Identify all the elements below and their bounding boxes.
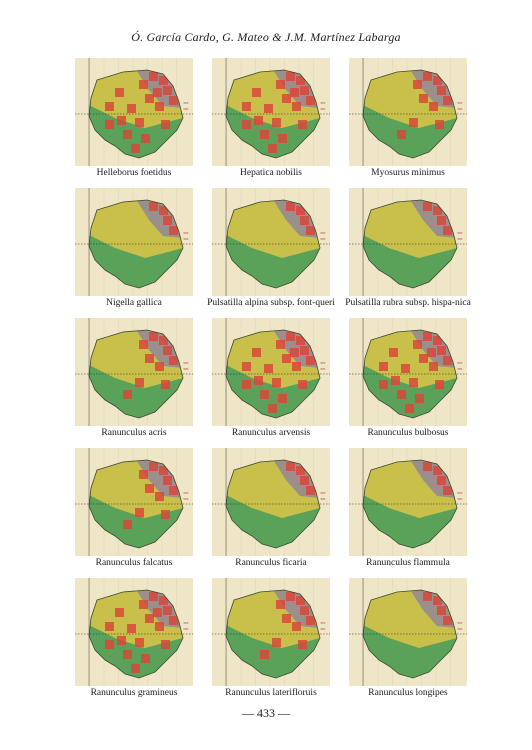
- map-caption: Hepatica nobilis: [240, 168, 302, 178]
- map-caption: Ranunculus flammula: [366, 558, 450, 568]
- distribution-map: 30T 30S: [75, 578, 193, 686]
- svg-text:30S: 30S: [320, 627, 326, 631]
- svg-text:30S: 30S: [183, 107, 189, 111]
- distribution-map: 30T 30S: [349, 58, 467, 166]
- distribution-map: 30T 30S: [75, 318, 193, 426]
- distribution-map: 30T 30S: [349, 578, 467, 686]
- svg-text:30T: 30T: [457, 361, 464, 365]
- map-caption: Myosurus minimus: [371, 168, 445, 178]
- distribution-map: 30T 30S: [212, 578, 330, 686]
- svg-text:30S: 30S: [320, 237, 326, 241]
- svg-text:30S: 30S: [457, 107, 463, 111]
- map-caption: Nigella gallica: [106, 298, 162, 308]
- svg-text:30T: 30T: [183, 621, 190, 625]
- svg-text:30S: 30S: [457, 627, 463, 631]
- map-caption: Ranunculus ficaria: [235, 558, 307, 568]
- svg-text:30S: 30S: [183, 627, 189, 631]
- svg-text:30T: 30T: [320, 621, 327, 625]
- svg-text:30S: 30S: [457, 497, 463, 501]
- svg-text:30T: 30T: [457, 621, 464, 625]
- distribution-map: 30T 30S: [75, 58, 193, 166]
- svg-text:30T: 30T: [320, 491, 327, 495]
- map-caption: Ranunculus gramineus: [90, 688, 178, 698]
- svg-text:30T: 30T: [183, 361, 190, 365]
- map-caption: Ranunculus acris: [101, 428, 167, 438]
- svg-text:30S: 30S: [320, 497, 326, 501]
- svg-text:30T: 30T: [457, 101, 464, 105]
- svg-text:30S: 30S: [457, 237, 463, 241]
- distribution-map: 30T 30S: [212, 188, 330, 296]
- distribution-map: 30T 30S: [75, 448, 193, 556]
- map-caption: Ranunculus laterifloruis: [225, 688, 317, 698]
- map-caption: Pulsatilla alpina subsp. font-queri: [207, 298, 335, 308]
- page-number: — 433 —: [242, 706, 290, 720]
- svg-text:30T: 30T: [320, 101, 327, 105]
- svg-text:30T: 30T: [457, 231, 464, 235]
- distribution-map: 30T 30S: [212, 318, 330, 426]
- svg-text:30T: 30T: [320, 231, 327, 235]
- svg-text:30T: 30T: [183, 101, 190, 105]
- svg-text:30S: 30S: [183, 367, 189, 371]
- map-caption: Ranunculus longipes: [368, 688, 448, 698]
- map-caption: Ranunculus bulbosus: [367, 428, 449, 438]
- distribution-map: 30T 30S: [75, 188, 193, 296]
- svg-text:30S: 30S: [457, 367, 463, 371]
- distribution-map: 30T 30S: [349, 188, 467, 296]
- map-caption: Pulsatilla rubra subsp. hispa-nica: [345, 298, 471, 308]
- svg-text:30T: 30T: [457, 491, 464, 495]
- svg-text:30S: 30S: [320, 367, 326, 371]
- running-header: Ó. García Cardo, G. Mateo & J.M. Martíne…: [131, 30, 401, 44]
- map-caption: Helleborus foetidus: [96, 168, 172, 178]
- svg-text:30T: 30T: [320, 361, 327, 365]
- map-caption: Ranunculus arvensis: [231, 428, 311, 438]
- svg-text:30S: 30S: [320, 107, 326, 111]
- svg-text:30S: 30S: [183, 237, 189, 241]
- svg-text:30S: 30S: [183, 497, 189, 501]
- svg-text:30T: 30T: [183, 491, 190, 495]
- distribution-map: 30T 30S: [349, 448, 467, 556]
- distribution-map: 30T 30S: [349, 318, 467, 426]
- map-caption: Ranunculus falcatus: [95, 558, 173, 568]
- svg-text:30T: 30T: [183, 231, 190, 235]
- distribution-map: 30T 30S: [212, 448, 330, 556]
- distribution-map: 30T 30S: [212, 58, 330, 166]
